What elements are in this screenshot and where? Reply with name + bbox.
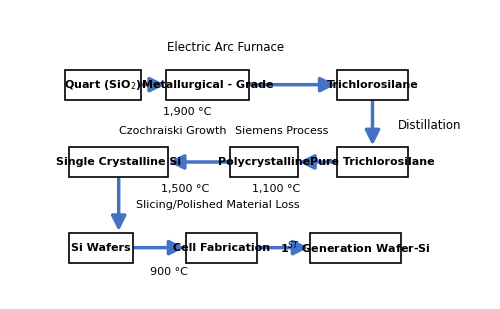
FancyBboxPatch shape	[70, 147, 168, 177]
Text: Electric Arc Furnace: Electric Arc Furnace	[166, 41, 284, 54]
Text: Metallurgical - Grade: Metallurgical - Grade	[142, 80, 274, 90]
Text: Distillation: Distillation	[398, 119, 461, 132]
Text: 900 °C: 900 °C	[150, 267, 188, 277]
FancyBboxPatch shape	[166, 70, 250, 99]
Text: Siemens Process: Siemens Process	[235, 126, 328, 136]
Text: Cell Fabrication: Cell Fabrication	[173, 243, 270, 253]
FancyBboxPatch shape	[336, 147, 408, 177]
Text: Polycrystalline: Polycrystalline	[218, 157, 310, 167]
Text: 1,100 °C: 1,100 °C	[252, 184, 300, 194]
Text: Slicing/Polished Material Loss: Slicing/Polished Material Loss	[136, 200, 300, 210]
Text: Czochraiski Growth: Czochraiski Growth	[119, 126, 226, 136]
FancyBboxPatch shape	[230, 147, 298, 177]
Text: 1,900 °C: 1,900 °C	[163, 107, 212, 117]
Text: 1$^{ST}$ Generation Wafer-Si: 1$^{ST}$ Generation Wafer-Si	[280, 239, 430, 256]
Text: Si Wafers: Si Wafers	[72, 243, 131, 253]
Text: Pure Trichlorosilane: Pure Trichlorosilane	[310, 157, 435, 167]
Text: Quart (SiO$_2$): Quart (SiO$_2$)	[64, 78, 142, 92]
FancyBboxPatch shape	[186, 233, 257, 263]
Text: 1,500 °C: 1,500 °C	[162, 184, 210, 194]
FancyBboxPatch shape	[310, 233, 400, 263]
FancyBboxPatch shape	[66, 70, 141, 99]
FancyBboxPatch shape	[336, 70, 408, 99]
Text: Single Crystalline Si: Single Crystalline Si	[56, 157, 181, 167]
Text: Trichlorosilane: Trichlorosilane	[326, 80, 418, 90]
FancyBboxPatch shape	[70, 233, 133, 263]
